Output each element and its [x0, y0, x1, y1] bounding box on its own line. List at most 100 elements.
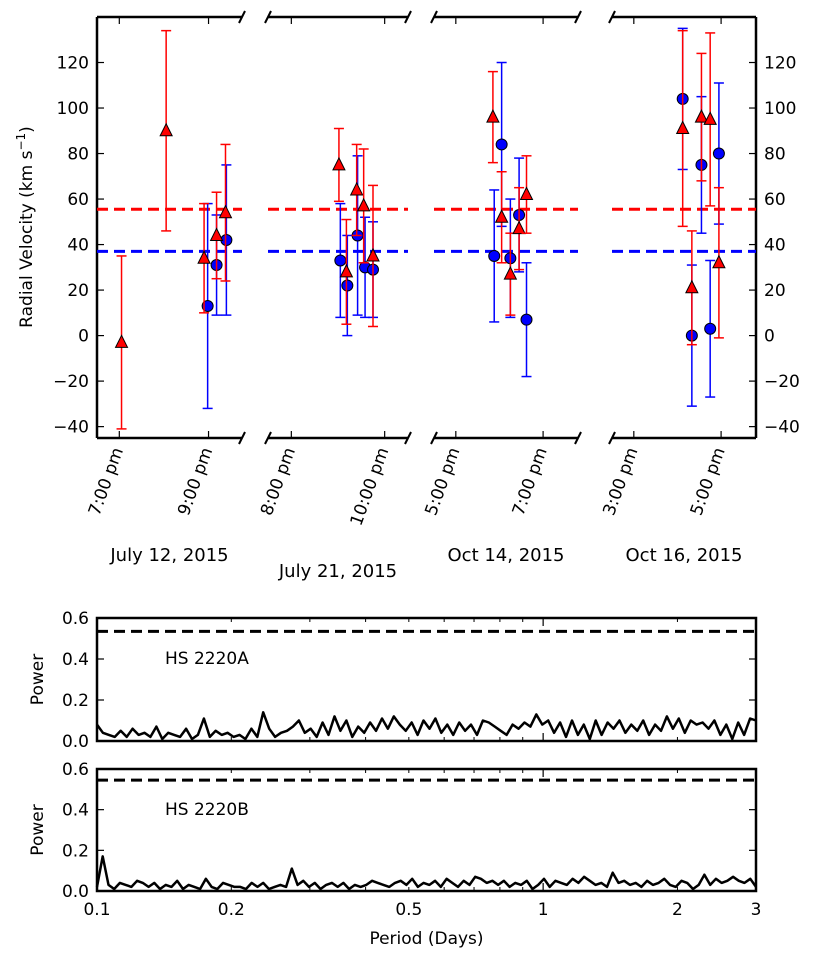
- series-annotation: HS 2220B: [165, 800, 249, 820]
- x-tick-label: 7:00 pm: [509, 445, 552, 518]
- plot-frame: [95, 616, 758, 743]
- y-tick-label: 120: [764, 54, 796, 74]
- y-tick-label: 0.6: [62, 760, 89, 780]
- red-triangle-point: [519, 186, 534, 201]
- axis-break-mark: [238, 10, 246, 24]
- axis-break-mark: [608, 431, 616, 445]
- y-tick-label: 0.6: [62, 609, 89, 629]
- y-tick-label: 20: [764, 281, 786, 301]
- x-tick-label: 10:00 pm: [347, 445, 394, 529]
- y-tick-label: 0.2: [62, 691, 89, 711]
- red-triangle-point: [486, 109, 500, 123]
- red-triangle-point: [712, 254, 726, 269]
- x-tick-label: 7:00 pm: [85, 445, 128, 518]
- y-tick-label: 0.0: [62, 882, 89, 902]
- series-annotation: HS 2220A: [165, 649, 249, 669]
- blue-circle-point: [334, 254, 347, 267]
- x-tick-label: 5:00 pm: [687, 445, 730, 518]
- y-tick-label: 0.0: [62, 732, 89, 752]
- y-tick-label: −20: [764, 372, 800, 392]
- x-tick-label: 9:00 pm: [174, 445, 217, 518]
- date-label: July 21, 2015: [278, 561, 397, 582]
- x-tick-label: 0.1: [83, 900, 110, 920]
- x-tick-label: 3: [751, 900, 762, 920]
- axis-break-mark: [404, 10, 412, 24]
- red-triangle-point: [512, 220, 526, 235]
- red-triangle-point: [339, 263, 354, 278]
- periodogram-hs2220b: 0.0 0.2 0.4 0.6 0.1 0.2 0.5 1 2 3 Period (Days) HS …: [28, 760, 761, 949]
- power-series-line: [95, 711, 757, 741]
- y-tick-label: 0: [764, 327, 775, 347]
- blue-circle-point: [704, 322, 717, 335]
- rv-panel-2: 8:00 pm 10:00 pm July 21, 2015: [257, 10, 412, 582]
- axis-break-mark: [430, 431, 438, 445]
- y-tick-label: 80: [67, 145, 89, 165]
- rv-panel-1: −40 −20 0 20 40 60 80 100 120 7:00 pm 9:00 pm July …: [53, 10, 246, 566]
- red-triangle-point: [218, 204, 233, 219]
- axis-break-mark: [264, 431, 272, 445]
- x-tick-label: 2: [672, 900, 683, 920]
- y-tick-label: 0: [78, 327, 89, 347]
- y-tick-label: 60: [67, 190, 89, 210]
- blue-circle-point: [341, 279, 354, 292]
- y-tick-label: 0.2: [62, 841, 89, 861]
- x-tick-label: 1: [538, 900, 549, 920]
- periodogram-hs2220a: 0.0 0.2 0.4 0.6 HS 2220A Power: [28, 609, 758, 752]
- red-triangle-point: [356, 197, 371, 212]
- red-triangle-point: [114, 334, 129, 348]
- red-triangle-point: [159, 122, 173, 137]
- y-tick-label: 60: [764, 190, 786, 210]
- axis-break-mark: [404, 431, 412, 445]
- red-triangle-point: [694, 109, 709, 123]
- axis-break-mark: [238, 431, 246, 445]
- axis-break-mark: [574, 10, 582, 24]
- x-tick-label: 3:00 pm: [599, 445, 642, 518]
- red-triangle-point: [675, 120, 690, 135]
- blue-circle-point: [495, 138, 508, 151]
- y-tick-label: 0.4: [62, 801, 89, 821]
- rv-panel-4: −40 −20 0 20 40 60 80 100 120 3:00 pm 5:00 pm Oct 1…: [599, 10, 800, 566]
- y-tick-label: −40: [53, 418, 89, 438]
- axis-break-mark: [574, 431, 582, 445]
- axis-break-mark: [264, 10, 272, 24]
- y-tick-label: 100: [57, 99, 89, 119]
- red-triangle-point: [494, 209, 509, 223]
- red-triangle-point: [209, 227, 224, 241]
- blue-circle-point: [488, 249, 501, 262]
- y-axis-label: Power: [28, 654, 48, 705]
- x-tick-label: 0.2: [218, 900, 245, 920]
- x-axis-label: Period (Days): [369, 929, 483, 949]
- radial-velocity-chart: −40 −20 0 20 40 60 80 100 120 7:00 pm 9:00 pm July …: [14, 10, 800, 582]
- date-label: July 12, 2015: [109, 545, 228, 566]
- plot-frame: [95, 767, 758, 893]
- y-tick-label: 20: [67, 281, 89, 301]
- y-axis-label: Power: [28, 804, 48, 855]
- red-triangle-point: [349, 181, 364, 196]
- y-tick-label: 80: [764, 145, 786, 165]
- red-triangle-point: [685, 279, 699, 294]
- red-triangle-point: [197, 250, 211, 264]
- rv-panel-3: 5:00 pm 7:00 pm Oct 14, 2015: [421, 10, 582, 566]
- x-tick-label: 0.5: [395, 900, 422, 920]
- blue-circle-point: [712, 147, 725, 160]
- y-axis-label: Radial Velocity (km s−1): [14, 126, 37, 328]
- blue-circle-point: [201, 300, 214, 313]
- y-tick-label: 120: [57, 54, 89, 74]
- red-triangle-point: [703, 111, 717, 125]
- axis-break-mark: [608, 10, 616, 24]
- y-tick-label: 0.4: [62, 650, 89, 670]
- y-tick-label: −40: [764, 418, 800, 438]
- y-tick-label: 100: [764, 99, 796, 119]
- blue-circle-point: [520, 313, 533, 326]
- x-tick-label: 5:00 pm: [421, 445, 464, 518]
- red-triangle-point: [366, 247, 380, 262]
- date-label: Oct 14, 2015: [448, 545, 565, 566]
- y-tick-label: 40: [67, 236, 89, 256]
- y-tick-label: 40: [764, 236, 786, 256]
- x-tick-label: 8:00 pm: [257, 445, 300, 518]
- date-label: Oct 16, 2015: [626, 545, 743, 566]
- axis-break-mark: [430, 10, 438, 24]
- power-series-line: [95, 855, 758, 891]
- y-tick-label: −20: [53, 372, 89, 392]
